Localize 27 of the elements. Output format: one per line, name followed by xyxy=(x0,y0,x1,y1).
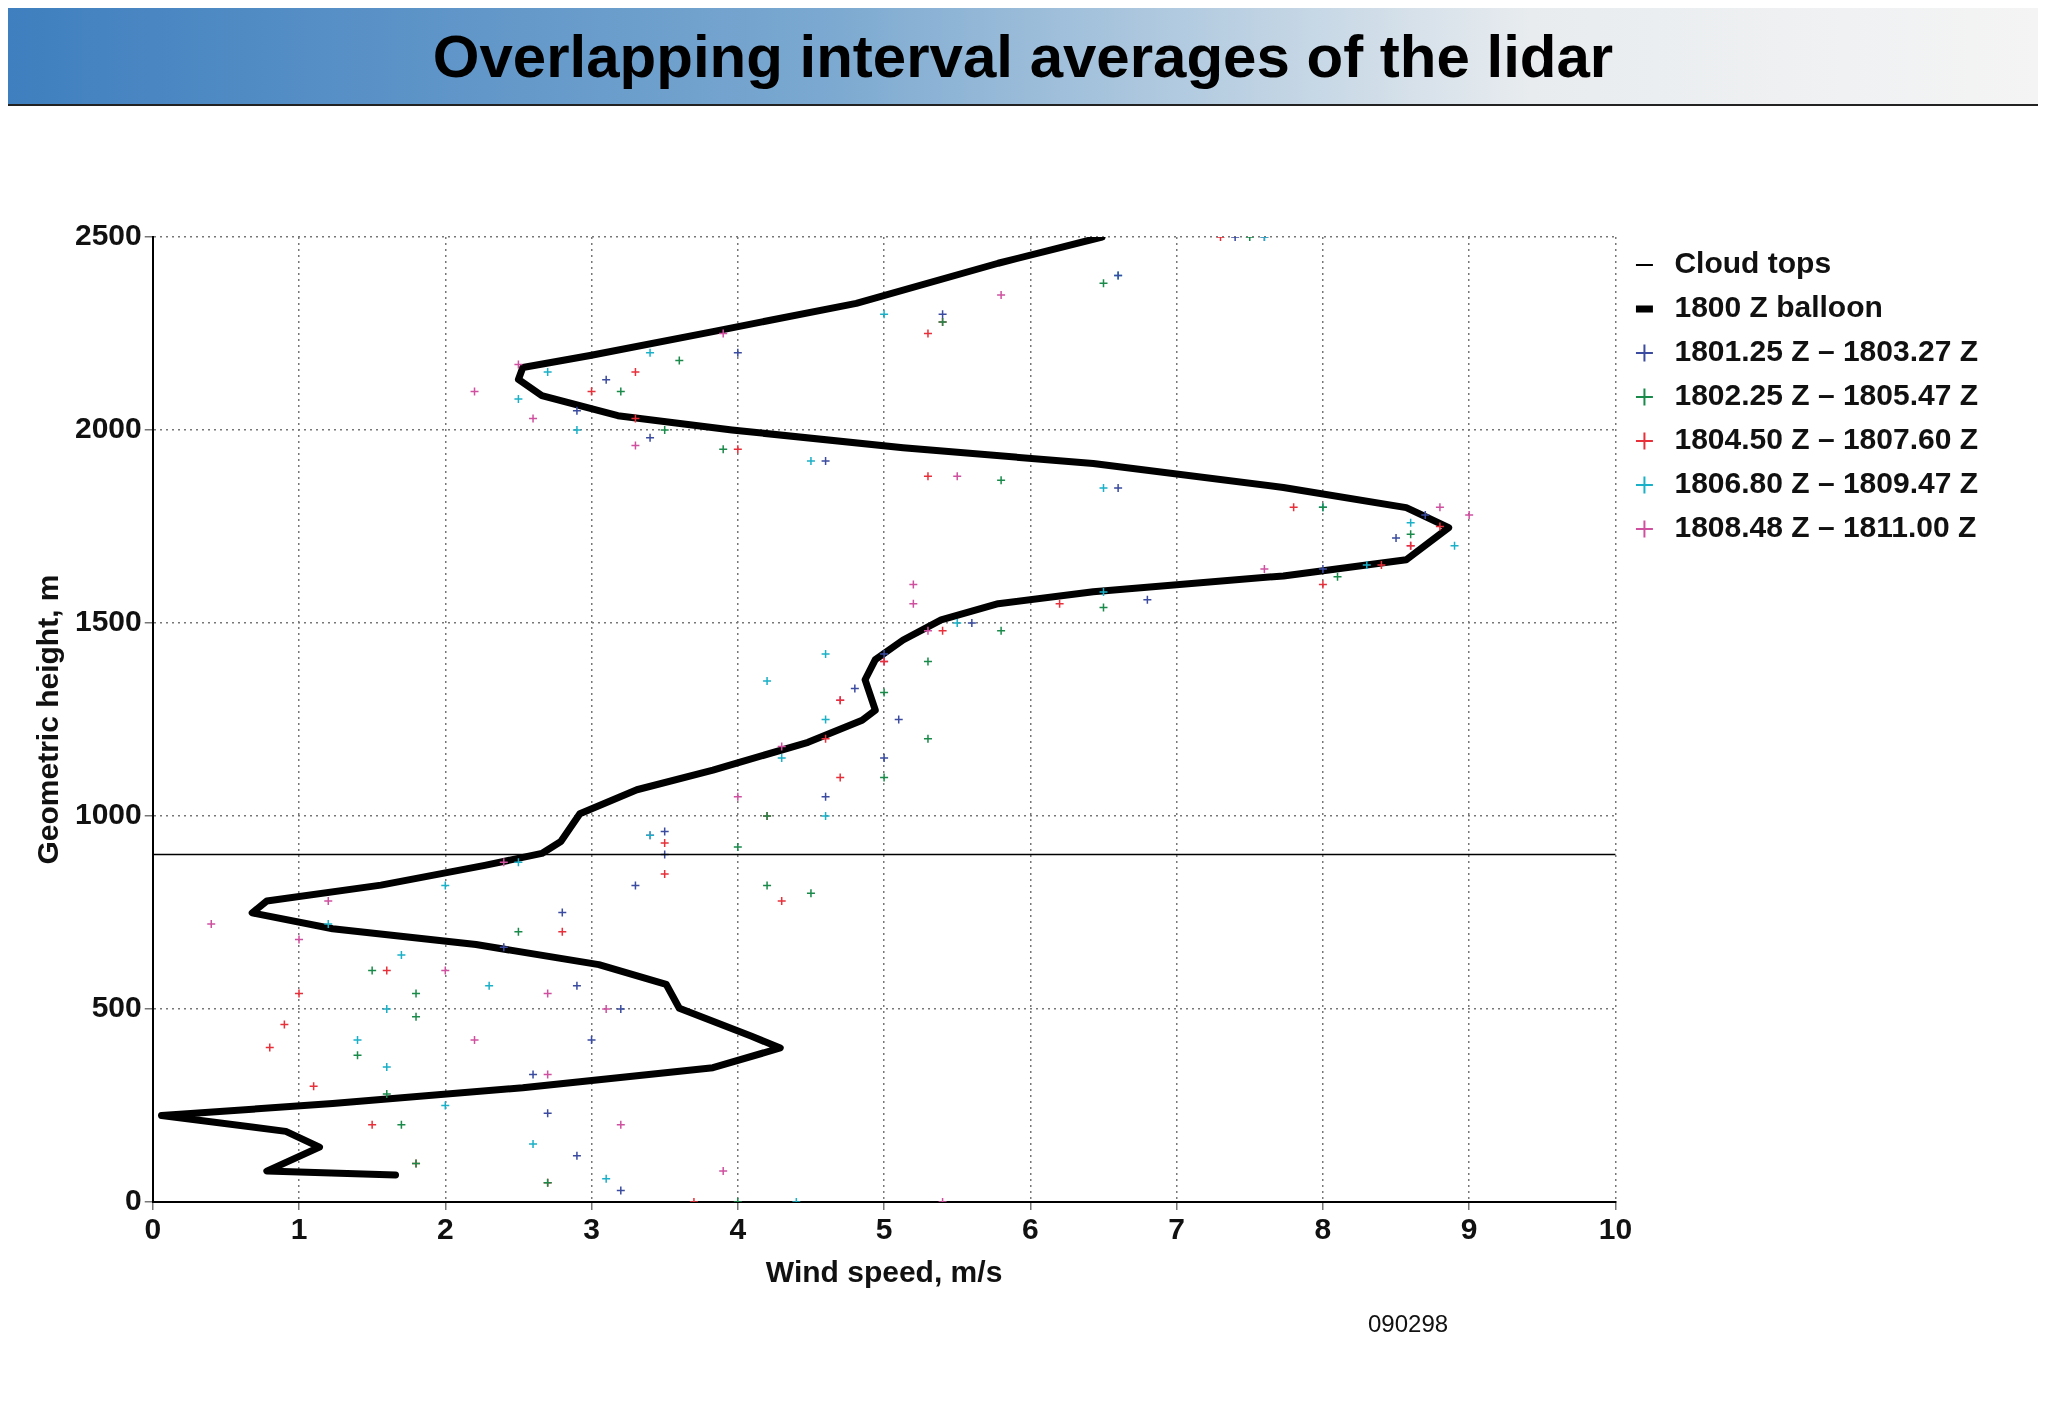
x-tick-label: 1 xyxy=(290,1212,308,1246)
y-tick-label: 2000 xyxy=(74,411,142,445)
y-tick-label: 1500 xyxy=(74,604,142,638)
legend-label: 1800 Z balloon xyxy=(1674,290,1883,324)
legend-label: 1808.48 Z – 1811.00 Z xyxy=(1674,510,1977,544)
y-tick-label: 0 xyxy=(125,1183,142,1217)
legend-label: 1801.25 Z – 1803.27 Z xyxy=(1674,334,1978,368)
legend-label: 1802.25 Z – 1805.47 Z xyxy=(1674,378,1978,412)
x-tick-label: 7 xyxy=(1168,1212,1185,1246)
legend-label: 1806.80 Z – 1809.47 Z xyxy=(1674,466,1978,500)
y-tick-label: 1000 xyxy=(74,797,142,831)
x-axis-title: Wind speed, m/s xyxy=(765,1255,1003,1289)
y-tick-label: 2500 xyxy=(74,218,142,252)
chart-title: Overlapping interval averages of the lidar xyxy=(432,21,1614,91)
x-tick-label: 10 xyxy=(1598,1212,1633,1246)
legend-label: 1804.50 Z – 1807.60 Z xyxy=(1674,422,1978,456)
x-tick-label: 9 xyxy=(1460,1212,1478,1246)
legend-label: Cloud tops xyxy=(1674,246,1832,280)
x-tick-label: 3 xyxy=(583,1212,600,1246)
y-tick-label: 500 xyxy=(91,990,142,1024)
x-tick-label: 8 xyxy=(1314,1212,1332,1246)
text: 090298 xyxy=(1368,1310,1450,1338)
x-tick-label: 2 xyxy=(436,1212,454,1246)
x-tick-label: 6 xyxy=(1022,1212,1039,1246)
y-axis-title: Geometric height, m xyxy=(31,574,65,865)
x-tick-label: 4 xyxy=(729,1212,747,1246)
x-tick-label: 5 xyxy=(875,1212,893,1246)
